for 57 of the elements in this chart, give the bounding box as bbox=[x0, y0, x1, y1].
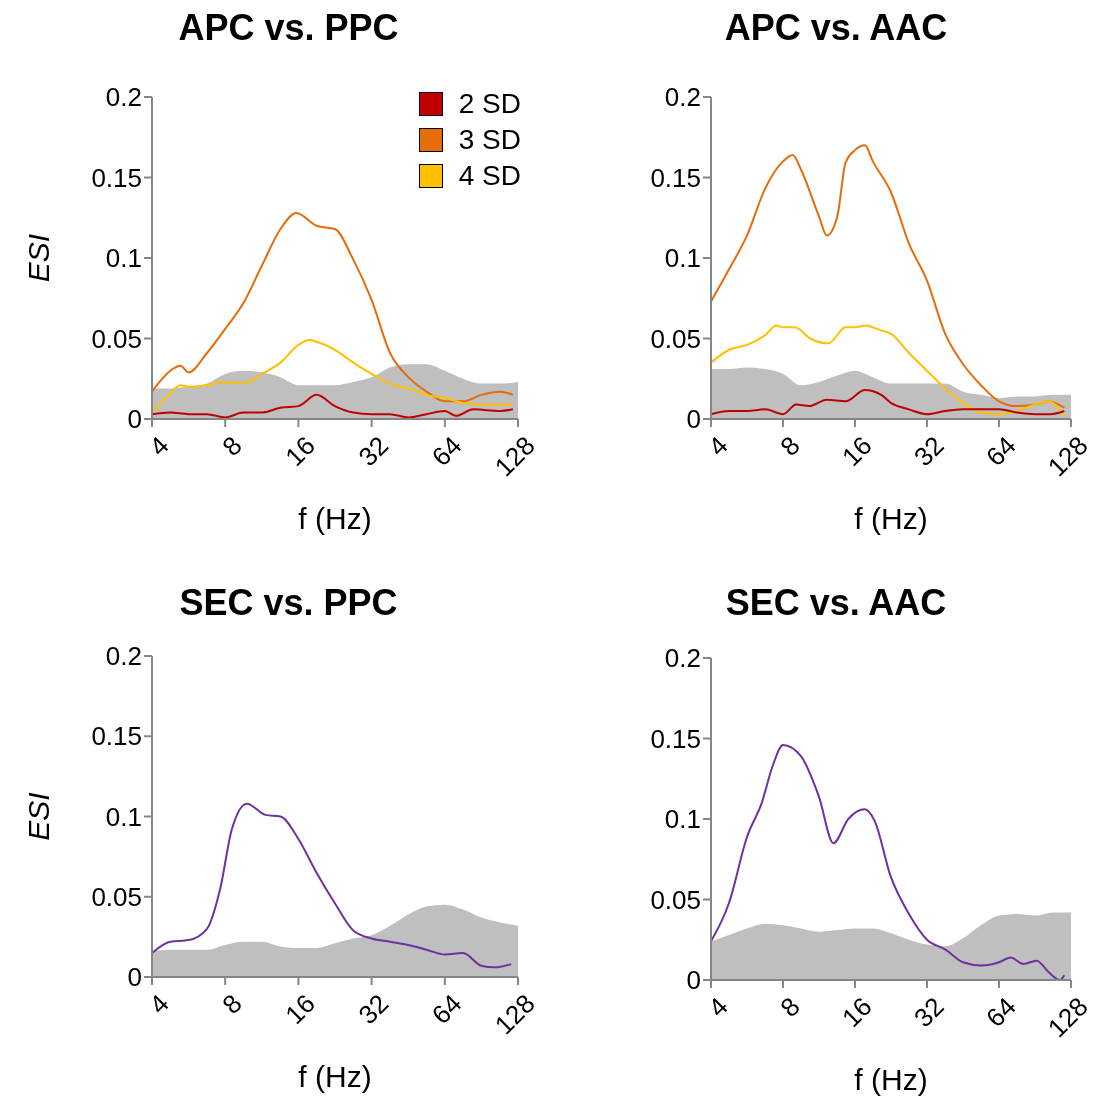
y-tick-label: 0.15 bbox=[650, 723, 701, 754]
y-tick-label: 0 bbox=[686, 965, 701, 996]
x-tick-label: 16 bbox=[279, 430, 322, 473]
x-tick-label: 32 bbox=[907, 430, 950, 473]
y-tick-label: 0.1 bbox=[664, 243, 701, 274]
y-tick-label: 0 bbox=[686, 404, 701, 435]
y-tick-label: 0.15 bbox=[91, 162, 142, 193]
x-tick-label: 128 bbox=[488, 988, 541, 1041]
x-tick-label: 128 bbox=[1041, 991, 1094, 1044]
y-tick-label: 0.05 bbox=[91, 881, 142, 912]
y-tick-label: 0.15 bbox=[91, 721, 142, 752]
x-tick-label: 4 bbox=[702, 991, 734, 1023]
y-tick-label: 0.2 bbox=[664, 82, 701, 113]
x-tick-label: 8 bbox=[774, 991, 806, 1023]
x-tick-label: 8 bbox=[216, 988, 248, 1020]
x-tick-label: 128 bbox=[1041, 430, 1094, 483]
y-tick-label: 0.2 bbox=[105, 82, 142, 113]
x-tick-label: 16 bbox=[835, 991, 878, 1034]
y-axis-title: ESI bbox=[21, 233, 55, 283]
y-tick-label: 0.05 bbox=[650, 884, 701, 915]
x-tick-label: 128 bbox=[488, 430, 541, 483]
x-axis-title: f (Hz) bbox=[298, 1060, 372, 1093]
chart-title: SEC vs. PPC bbox=[178, 582, 399, 623]
x-tick-label: 32 bbox=[352, 430, 395, 473]
y-tick-label: 0 bbox=[127, 404, 142, 435]
x-tick-label: 64 bbox=[425, 430, 468, 473]
x-tick-label: 4 bbox=[143, 430, 175, 462]
x-axis-title: f (Hz) bbox=[854, 1063, 928, 1096]
legend-label: 3 SD bbox=[458, 123, 521, 157]
y-tick-label: 0.15 bbox=[650, 162, 701, 193]
legend-label: 4 SD bbox=[458, 159, 521, 193]
y-tick-label: 0.05 bbox=[650, 323, 701, 354]
x-axis-title: f (Hz) bbox=[854, 502, 928, 535]
y-tick-label: 0.2 bbox=[105, 641, 142, 672]
y-tick-label: 0.1 bbox=[105, 243, 142, 274]
x-tick-label: 16 bbox=[835, 430, 878, 473]
chart-title: APC vs. AAC bbox=[723, 7, 949, 48]
x-axis-title: f (Hz) bbox=[298, 502, 372, 535]
y-axis-title: ESI bbox=[21, 792, 55, 841]
x-tick-label: 8 bbox=[774, 430, 806, 462]
x-tick-label: 4 bbox=[702, 430, 734, 462]
legend-label: 2 SD bbox=[458, 87, 521, 121]
x-tick-label: 8 bbox=[216, 430, 248, 462]
y-tick-label: 0.1 bbox=[105, 801, 142, 832]
x-tick-label: 64 bbox=[979, 991, 1022, 1034]
x-tick-label: 32 bbox=[907, 991, 950, 1034]
chart-title: APC vs. PPC bbox=[177, 7, 400, 48]
chart-title: SEC vs. AAC bbox=[724, 582, 948, 623]
x-tick-label: 64 bbox=[425, 988, 468, 1031]
x-tick-label: 4 bbox=[143, 988, 175, 1020]
y-tick-label: 0.2 bbox=[664, 643, 701, 674]
x-tick-label: 16 bbox=[279, 988, 322, 1031]
y-tick-label: 0.05 bbox=[91, 323, 142, 354]
x-tick-label: 32 bbox=[352, 988, 395, 1031]
y-tick-label: 0.1 bbox=[664, 804, 701, 835]
x-tick-label: 64 bbox=[979, 430, 1022, 473]
y-tick-label: 0 bbox=[127, 962, 142, 993]
